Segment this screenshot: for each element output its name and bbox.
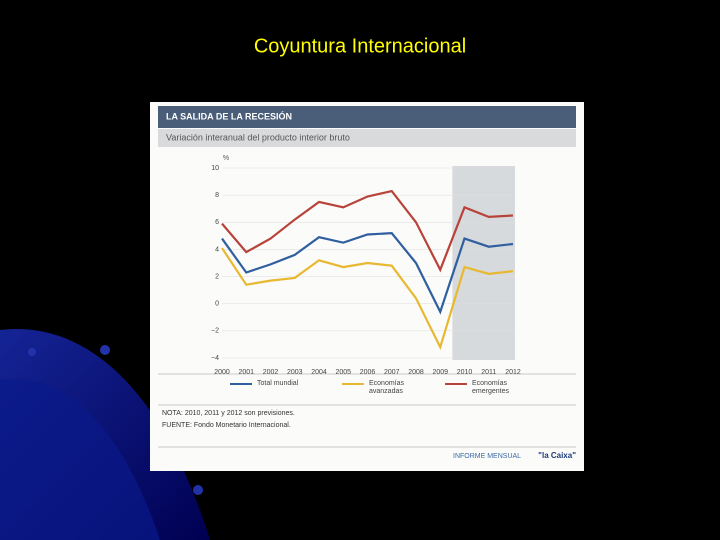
forecast-shade — [452, 166, 515, 360]
y-tick-label: 6 — [215, 219, 219, 226]
decor-swoosh — [0, 378, 160, 540]
y-tick-label: 4 — [215, 246, 219, 253]
legend-label: Total mundial — [257, 380, 299, 387]
decor-dot — [28, 348, 36, 356]
x-tick-label: 2001 — [238, 369, 254, 376]
y-tick-label: 8 — [215, 192, 219, 199]
x-tick-label: 2008 — [408, 369, 424, 376]
chart-subtitle: Variación interanual del producto interi… — [166, 132, 350, 142]
subtitle-bar — [158, 129, 576, 147]
footer-publication: INFORME MENSUAL — [453, 453, 521, 460]
legend-label: Economías avanzadas — [369, 380, 405, 395]
y-tick-label: −2 — [211, 328, 219, 335]
footer-brand: "la Caixa" — [538, 451, 576, 460]
y-tick-label: 0 — [215, 301, 219, 308]
x-tick-label: 2002 — [263, 369, 279, 376]
series-line — [221, 247, 514, 351]
slide-title: Coyuntura Internacional — [254, 35, 466, 57]
note: FUENTE: Fondo Monetario Internacional. — [162, 422, 291, 429]
decor-dot — [100, 345, 110, 355]
y-tick-label: 2 — [215, 273, 219, 280]
series-line — [221, 189, 514, 273]
x-tick-label: 2004 — [311, 369, 327, 376]
header-bar — [158, 106, 576, 128]
x-tick-label: 2012 — [505, 369, 521, 376]
x-tick-label: 2010 — [457, 369, 473, 376]
x-tick-label: 2000 — [214, 369, 230, 376]
legend-label: Economías emergentes — [472, 380, 509, 395]
x-tick-label: 2007 — [384, 369, 400, 376]
decor-dot — [193, 485, 203, 495]
series-line — [221, 232, 514, 315]
x-tick-label: 2009 — [432, 369, 448, 376]
note: NOTA: 2010, 2011 y 2012 son previsiones. — [162, 410, 295, 417]
x-tick-label: 2005 — [335, 369, 351, 376]
y-tick-label: 10 — [211, 165, 219, 172]
y-unit: % — [223, 155, 229, 162]
x-tick-label: 2003 — [287, 369, 303, 376]
x-tick-label: 2006 — [360, 369, 376, 376]
x-tick-label: 2011 — [481, 369, 496, 376]
y-tick-label: −4 — [211, 355, 219, 362]
chart-title: LA SALIDA DE LA RECESIÓN — [166, 110, 292, 121]
